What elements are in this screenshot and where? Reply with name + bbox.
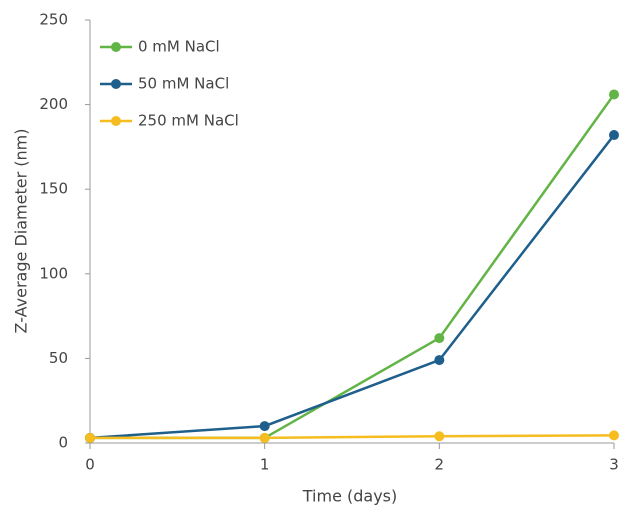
data-point (609, 430, 619, 441)
legend-label: 0 mM NaCl (138, 38, 220, 56)
legend-label: 250 mM NaCl (138, 112, 239, 130)
series-line (90, 434, 615, 440)
x-tick-label: 1 (260, 456, 270, 474)
x-axis-label: Time (days) (302, 487, 398, 506)
legend-marker (111, 116, 121, 126)
y-tick-label: 0 (58, 434, 68, 452)
legend-marker (111, 79, 121, 89)
y-tick-label: 200 (39, 95, 68, 113)
y-tick-label: 250 (39, 11, 68, 29)
legend-marker (111, 42, 121, 52)
series-line (89, 134, 615, 440)
data-point (434, 355, 445, 366)
y-tick-label: 150 (39, 180, 68, 198)
data-point (259, 432, 270, 443)
data-point (434, 431, 445, 442)
data-point (609, 89, 619, 100)
data-point (609, 130, 619, 141)
y-tick-label: 50 (49, 349, 68, 367)
x-tick-label: 2 (435, 456, 445, 474)
data-point (434, 333, 445, 344)
y-axis-label: Z-Average Diameter (nm) (12, 129, 31, 334)
data-point (85, 432, 95, 443)
data-point (259, 421, 270, 432)
x-tick-label: 0 (85, 456, 95, 474)
legend-label: 50 mM NaCl (138, 75, 229, 93)
y-tick-label: 100 (39, 264, 68, 282)
x-tick-label: 3 (609, 456, 619, 474)
series-line (90, 93, 616, 440)
